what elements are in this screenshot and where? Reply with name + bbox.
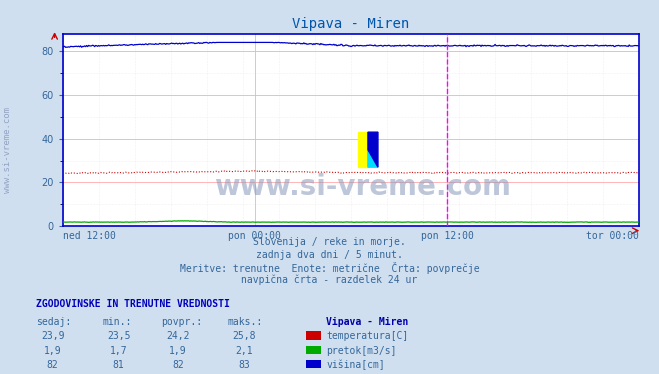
Text: www.si-vreme.com: www.si-vreme.com xyxy=(214,173,511,201)
Text: 83: 83 xyxy=(238,360,250,370)
Text: 2,1: 2,1 xyxy=(235,346,252,356)
Text: tor 00:00: tor 00:00 xyxy=(587,231,639,241)
Text: navpična črta - razdelek 24 ur: navpična črta - razdelek 24 ur xyxy=(241,275,418,285)
Text: Meritve: trenutne  Enote: metrične  Črta: povprečje: Meritve: trenutne Enote: metrične Črta: … xyxy=(180,262,479,274)
Title: Vipava - Miren: Vipava - Miren xyxy=(293,17,409,31)
Text: www.si-vreme.com: www.si-vreme.com xyxy=(3,107,13,193)
Text: 1,7: 1,7 xyxy=(110,346,127,356)
Text: pon 12:00: pon 12:00 xyxy=(421,231,474,241)
Bar xyxy=(358,132,368,167)
Text: zadnja dva dni / 5 minut.: zadnja dva dni / 5 minut. xyxy=(256,250,403,260)
Text: 23,9: 23,9 xyxy=(41,331,65,341)
Polygon shape xyxy=(368,132,378,167)
Text: 82: 82 xyxy=(172,360,184,370)
Text: 1,9: 1,9 xyxy=(169,346,186,356)
Text: temperatura[C]: temperatura[C] xyxy=(326,331,409,341)
Text: min.:: min.: xyxy=(102,317,132,327)
Text: 23,5: 23,5 xyxy=(107,331,130,341)
Text: 25,8: 25,8 xyxy=(232,331,256,341)
Text: pon 00:00: pon 00:00 xyxy=(228,231,281,241)
Text: 24,2: 24,2 xyxy=(166,331,190,341)
Text: Slovenija / reke in morje.: Slovenija / reke in morje. xyxy=(253,237,406,248)
Text: ned 12:00: ned 12:00 xyxy=(63,231,115,241)
Text: 81: 81 xyxy=(113,360,125,370)
Text: maks.:: maks.: xyxy=(227,317,262,327)
Text: Vipava - Miren: Vipava - Miren xyxy=(326,317,409,327)
Polygon shape xyxy=(368,150,378,167)
Text: 82: 82 xyxy=(47,360,59,370)
Text: pretok[m3/s]: pretok[m3/s] xyxy=(326,346,397,356)
Text: 1,9: 1,9 xyxy=(44,346,61,356)
Text: povpr.:: povpr.: xyxy=(161,317,202,327)
Text: ZGODOVINSKE IN TRENUTNE VREDNOSTI: ZGODOVINSKE IN TRENUTNE VREDNOSTI xyxy=(36,299,230,309)
Text: višina[cm]: višina[cm] xyxy=(326,360,385,370)
Text: sedaj:: sedaj: xyxy=(36,317,71,327)
